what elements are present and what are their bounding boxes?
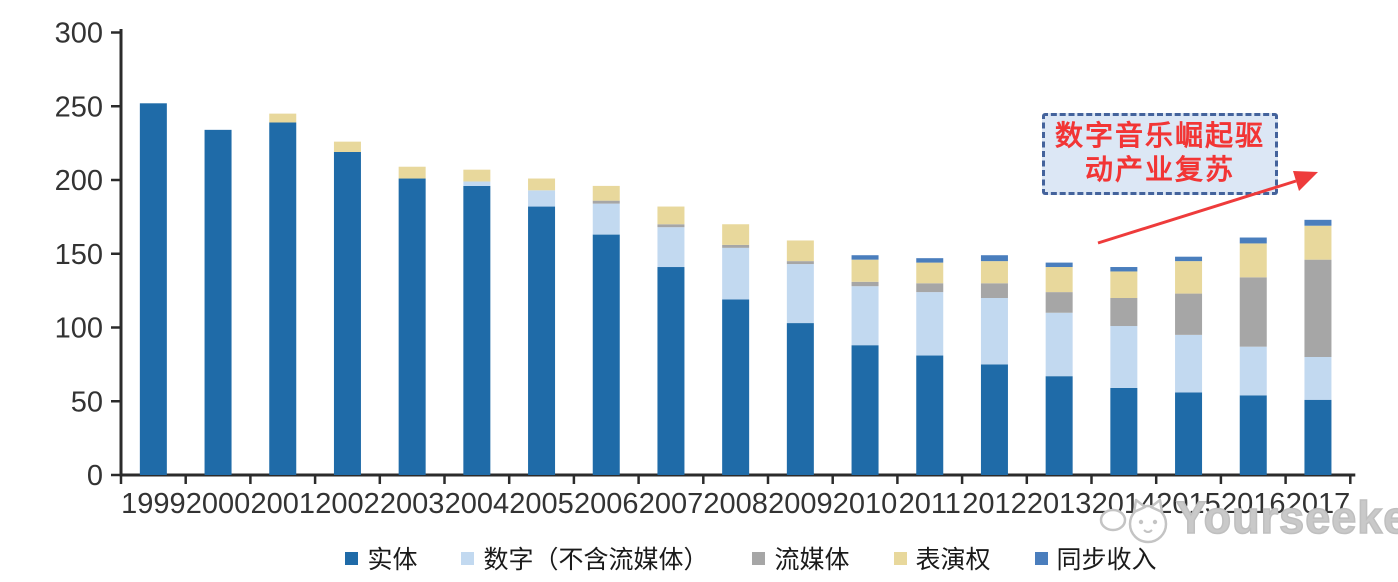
svg-text:2004: 2004 [445, 488, 510, 520]
svg-text:2003: 2003 [380, 488, 445, 520]
legend-swatch [893, 551, 907, 565]
svg-text:200: 200 [55, 165, 103, 197]
annotation-box: 数字音乐崛起驱 动产业复苏 [1042, 113, 1278, 195]
chart-legend: 实体 数字（不含流媒体） 流媒体 表演权 同步收入 [52, 540, 1398, 576]
svg-text:2016: 2016 [1221, 488, 1286, 520]
legend-label: 实体 [367, 547, 418, 574]
legend-item: 流媒体 [752, 540, 850, 576]
svg-text:2000: 2000 [186, 488, 251, 520]
svg-text:2007: 2007 [639, 488, 704, 520]
svg-text:2013: 2013 [1027, 488, 1092, 520]
legend-label: 数字（不含流媒体） [483, 547, 709, 574]
legend-label: 表演权 [915, 547, 991, 574]
legend-item: 数字（不含流媒体） [461, 540, 708, 576]
legend-label: 流媒体 [774, 547, 850, 574]
svg-text:2015: 2015 [1156, 488, 1221, 520]
svg-text:0: 0 [87, 460, 103, 492]
svg-text:2006: 2006 [574, 488, 639, 520]
legend-item: 同步收入 [1034, 540, 1157, 576]
svg-text:2017: 2017 [1286, 488, 1351, 520]
svg-text:2009: 2009 [768, 488, 833, 520]
legend-swatch [345, 551, 359, 565]
annotation-line1: 数字音乐崛起驱 [1054, 121, 1265, 152]
svg-text:2002: 2002 [315, 488, 380, 520]
svg-text:2001: 2001 [250, 488, 315, 520]
svg-text:2011: 2011 [899, 488, 961, 520]
svg-text:2005: 2005 [509, 488, 574, 520]
svg-text:1999: 1999 [121, 488, 186, 520]
legend-item: 实体 [345, 540, 417, 576]
svg-text:2010: 2010 [833, 488, 898, 520]
legend-item: 表演权 [893, 540, 991, 576]
annotation-line2: 动产业复苏 [1084, 155, 1235, 186]
svg-text:2012: 2012 [962, 488, 1027, 520]
svg-text:150: 150 [55, 239, 103, 271]
legend-swatch [461, 551, 475, 565]
legend-label: 同步收入 [1056, 547, 1157, 574]
svg-text:50: 50 [71, 386, 103, 418]
svg-text:2014: 2014 [1092, 488, 1157, 520]
legend-swatch [752, 551, 766, 565]
svg-text:300: 300 [55, 18, 103, 50]
svg-text:2008: 2008 [703, 488, 768, 520]
svg-text:250: 250 [55, 91, 103, 123]
legend-swatch [1034, 551, 1048, 565]
svg-text:100: 100 [55, 313, 103, 345]
